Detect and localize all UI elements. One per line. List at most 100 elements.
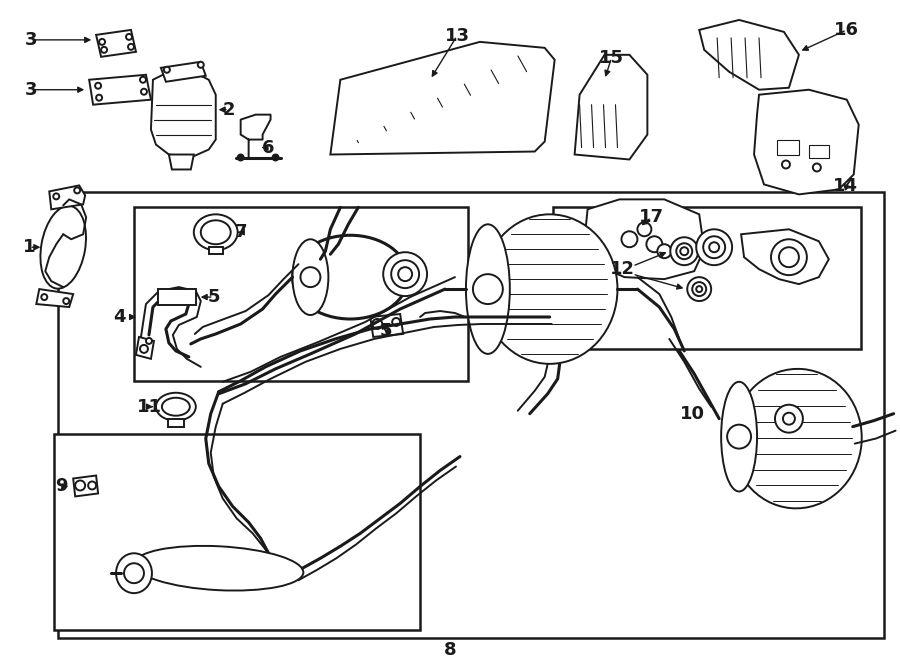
- Polygon shape: [136, 337, 154, 359]
- Circle shape: [472, 274, 503, 304]
- Text: 4: 4: [112, 308, 125, 326]
- Text: 1: 1: [23, 238, 36, 256]
- Circle shape: [63, 298, 69, 304]
- Circle shape: [140, 77, 146, 83]
- Circle shape: [680, 247, 688, 255]
- Text: 10: 10: [680, 405, 705, 422]
- Polygon shape: [209, 247, 222, 254]
- Text: 5: 5: [380, 322, 392, 340]
- Text: 9: 9: [55, 477, 68, 496]
- Polygon shape: [741, 229, 829, 284]
- Circle shape: [676, 243, 692, 259]
- Ellipse shape: [292, 235, 408, 319]
- Polygon shape: [161, 62, 206, 82]
- Circle shape: [141, 89, 147, 95]
- Polygon shape: [330, 42, 554, 155]
- Circle shape: [238, 155, 244, 161]
- Circle shape: [670, 237, 698, 265]
- Circle shape: [783, 412, 795, 424]
- Ellipse shape: [162, 398, 190, 416]
- Circle shape: [782, 161, 790, 169]
- Polygon shape: [89, 75, 151, 104]
- Ellipse shape: [194, 214, 238, 251]
- Circle shape: [709, 242, 719, 253]
- Circle shape: [775, 405, 803, 433]
- Circle shape: [646, 236, 662, 253]
- Circle shape: [95, 83, 101, 89]
- Bar: [54, 434, 420, 630]
- Polygon shape: [754, 90, 859, 194]
- Circle shape: [727, 424, 752, 449]
- Ellipse shape: [292, 239, 328, 315]
- Polygon shape: [699, 20, 799, 90]
- Ellipse shape: [482, 214, 617, 364]
- Bar: [134, 208, 468, 381]
- Polygon shape: [50, 186, 86, 210]
- Circle shape: [657, 244, 671, 258]
- Text: 6: 6: [262, 139, 274, 157]
- Text: 12: 12: [610, 260, 635, 278]
- Circle shape: [126, 34, 132, 40]
- Circle shape: [697, 229, 732, 265]
- Text: 15: 15: [599, 49, 624, 67]
- Circle shape: [164, 67, 170, 73]
- Bar: [168, 418, 184, 426]
- Circle shape: [99, 39, 105, 45]
- Circle shape: [392, 260, 419, 288]
- Circle shape: [373, 319, 382, 329]
- Polygon shape: [169, 155, 194, 169]
- Polygon shape: [151, 72, 216, 157]
- Circle shape: [53, 194, 59, 200]
- Bar: [553, 208, 860, 349]
- Circle shape: [88, 481, 96, 489]
- Text: 14: 14: [833, 177, 859, 196]
- Text: 13: 13: [445, 27, 470, 45]
- Circle shape: [273, 155, 278, 161]
- Circle shape: [637, 222, 652, 236]
- Circle shape: [771, 239, 807, 275]
- Bar: [158, 289, 196, 305]
- Ellipse shape: [201, 220, 230, 244]
- Text: 11: 11: [137, 398, 161, 416]
- Circle shape: [779, 247, 799, 267]
- Circle shape: [74, 188, 80, 194]
- Circle shape: [198, 62, 203, 68]
- Polygon shape: [574, 55, 647, 159]
- Text: 7: 7: [234, 223, 247, 241]
- Circle shape: [813, 163, 821, 171]
- Polygon shape: [36, 289, 73, 307]
- Circle shape: [101, 47, 107, 53]
- Text: 2: 2: [222, 100, 235, 119]
- Circle shape: [76, 481, 86, 490]
- Ellipse shape: [732, 369, 861, 508]
- Ellipse shape: [116, 553, 152, 593]
- Circle shape: [96, 95, 102, 100]
- Circle shape: [398, 267, 412, 281]
- Circle shape: [301, 267, 320, 287]
- Ellipse shape: [156, 393, 196, 420]
- Ellipse shape: [134, 546, 303, 590]
- Circle shape: [392, 318, 400, 326]
- Polygon shape: [585, 200, 704, 279]
- Circle shape: [124, 563, 144, 583]
- Text: 8: 8: [444, 641, 456, 659]
- Polygon shape: [73, 475, 98, 496]
- Bar: [58, 192, 884, 638]
- Ellipse shape: [721, 382, 757, 492]
- Circle shape: [140, 345, 148, 353]
- Polygon shape: [96, 30, 136, 57]
- Bar: [809, 145, 829, 157]
- Bar: [777, 139, 799, 155]
- Text: 3: 3: [25, 81, 38, 98]
- Text: 3: 3: [25, 31, 38, 49]
- Circle shape: [697, 286, 702, 292]
- Text: 5: 5: [208, 288, 220, 306]
- Text: 17: 17: [639, 208, 664, 226]
- Polygon shape: [370, 314, 403, 337]
- Circle shape: [128, 44, 134, 50]
- Circle shape: [703, 236, 725, 258]
- Circle shape: [622, 231, 637, 247]
- Circle shape: [146, 338, 152, 344]
- Text: 16: 16: [834, 21, 860, 39]
- Circle shape: [41, 294, 48, 300]
